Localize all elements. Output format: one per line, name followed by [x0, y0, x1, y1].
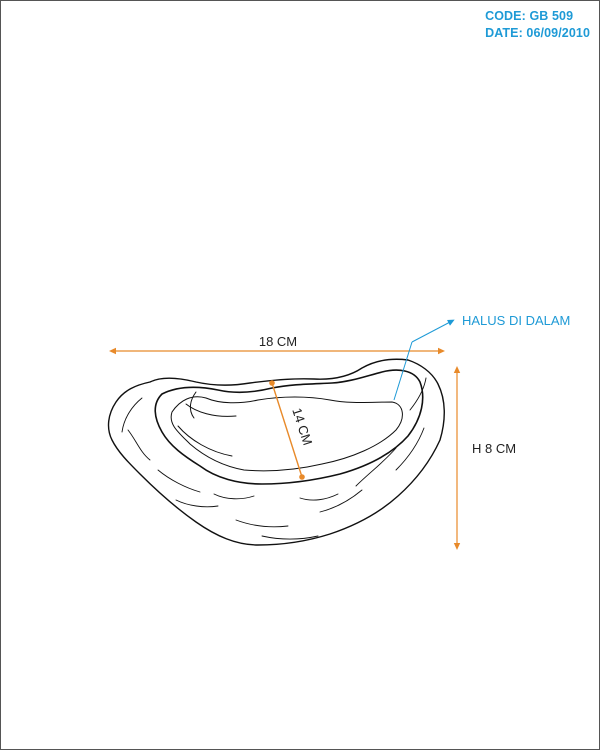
- depth-dimension-endpoint: [269, 380, 275, 386]
- bowl-texture-stroke: [127, 429, 151, 461]
- depth-dimension: 14 CM: [269, 380, 315, 480]
- bowl-texture-stroke: [409, 377, 427, 411]
- bowl-cavity-edge: [170, 396, 403, 472]
- depth-dimension-line: [271, 382, 303, 478]
- bowl-inner-rim: [154, 369, 424, 485]
- drawing-date: DATE: 06/09/2010: [485, 26, 590, 40]
- product-code: CODE: GB 509: [485, 9, 574, 23]
- bowl-outer-outline: [107, 358, 445, 546]
- height-dimension: H 8 CM: [453, 366, 516, 550]
- bowl-texture-stroke: [319, 489, 363, 513]
- bowl-inner-wall-line: [189, 391, 197, 419]
- bowl-texture-stroke: [395, 427, 425, 471]
- title-block: CODE: GB 509 DATE: 06/09/2010: [485, 8, 590, 42]
- callout-label: HALUS DI DALAM: [462, 313, 570, 328]
- width-dimension-label: 18 CM: [259, 334, 297, 349]
- bowl-inner-wall-line: [177, 425, 233, 457]
- bowl-texture-stroke: [261, 535, 319, 540]
- bowl-texture-stroke: [157, 469, 201, 493]
- bowl-texture-stroke: [213, 493, 255, 500]
- depth-dimension-label: 14 CM: [289, 406, 315, 447]
- callout-leader-line: [393, 341, 413, 401]
- bowl-illustration: [107, 358, 445, 546]
- bowl-texture-stroke: [121, 397, 143, 433]
- bowl-texture-stroke: [299, 493, 339, 501]
- callout-arrow-line: [411, 319, 455, 343]
- height-dimension-label: H 8 CM: [472, 441, 516, 456]
- bowl-inner-wall-line: [185, 403, 237, 417]
- bowl-texture-stroke: [355, 447, 397, 487]
- depth-dimension-endpoint: [299, 474, 305, 480]
- width-dimension: 18 CM: [109, 334, 445, 355]
- bowl-texture-stroke: [175, 499, 219, 508]
- finish-callout: HALUS DI DALAM: [393, 313, 570, 401]
- bowl-texture-stroke: [235, 519, 289, 528]
